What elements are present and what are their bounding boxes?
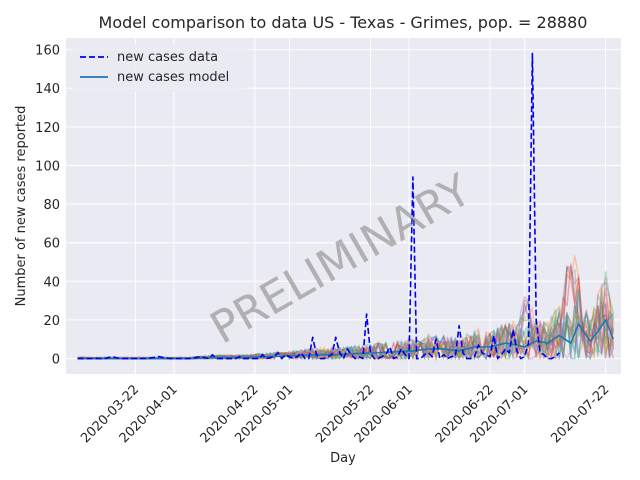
legend: new cases data new cases model [72,44,247,92]
y-ticks: 0 20 40 60 80 100 120 140 160 [35,44,60,368]
y-tick-label: 40 [43,275,60,290]
y-tick-label: 0 [52,353,60,368]
legend-label-data: new cases data [117,50,218,65]
y-tick-label: 120 [35,121,60,136]
x-tick-label: 2020-07-22 [548,382,612,446]
y-tick-label: 60 [43,237,60,252]
chart-title: Model comparison to data US - Texas - Gr… [99,13,588,32]
y-tick-label: 140 [35,82,60,97]
legend-label-model: new cases model [117,70,229,85]
y-tick-label: 80 [43,198,60,213]
y-axis-label: Number of new cases reported [14,106,29,307]
legend-box [72,44,247,92]
data-line [77,52,560,360]
y-tick-label: 20 [43,314,60,329]
y-tick-label: 100 [35,159,60,174]
y-tick-label: 160 [35,44,60,59]
x-axis-label: Day [330,451,356,466]
series-lines [77,52,615,360]
model-line [77,319,615,360]
